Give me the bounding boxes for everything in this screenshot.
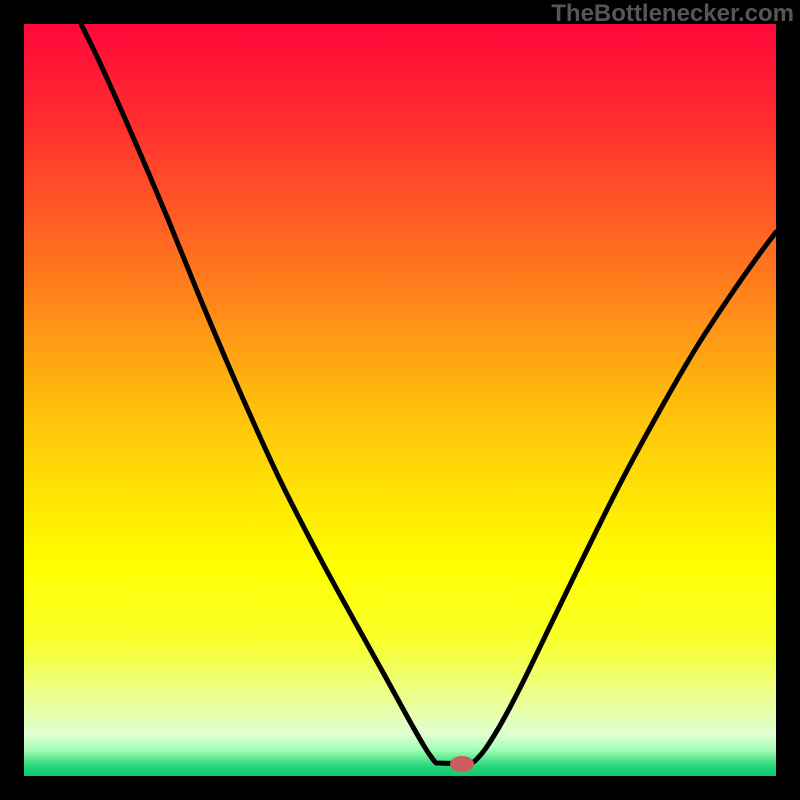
bottleneck-curve-chart <box>0 0 800 800</box>
chart-frame: TheBottlenecker.com <box>0 0 800 800</box>
optimum-marker <box>450 756 474 772</box>
watermark-text: TheBottlenecker.com <box>551 0 794 28</box>
